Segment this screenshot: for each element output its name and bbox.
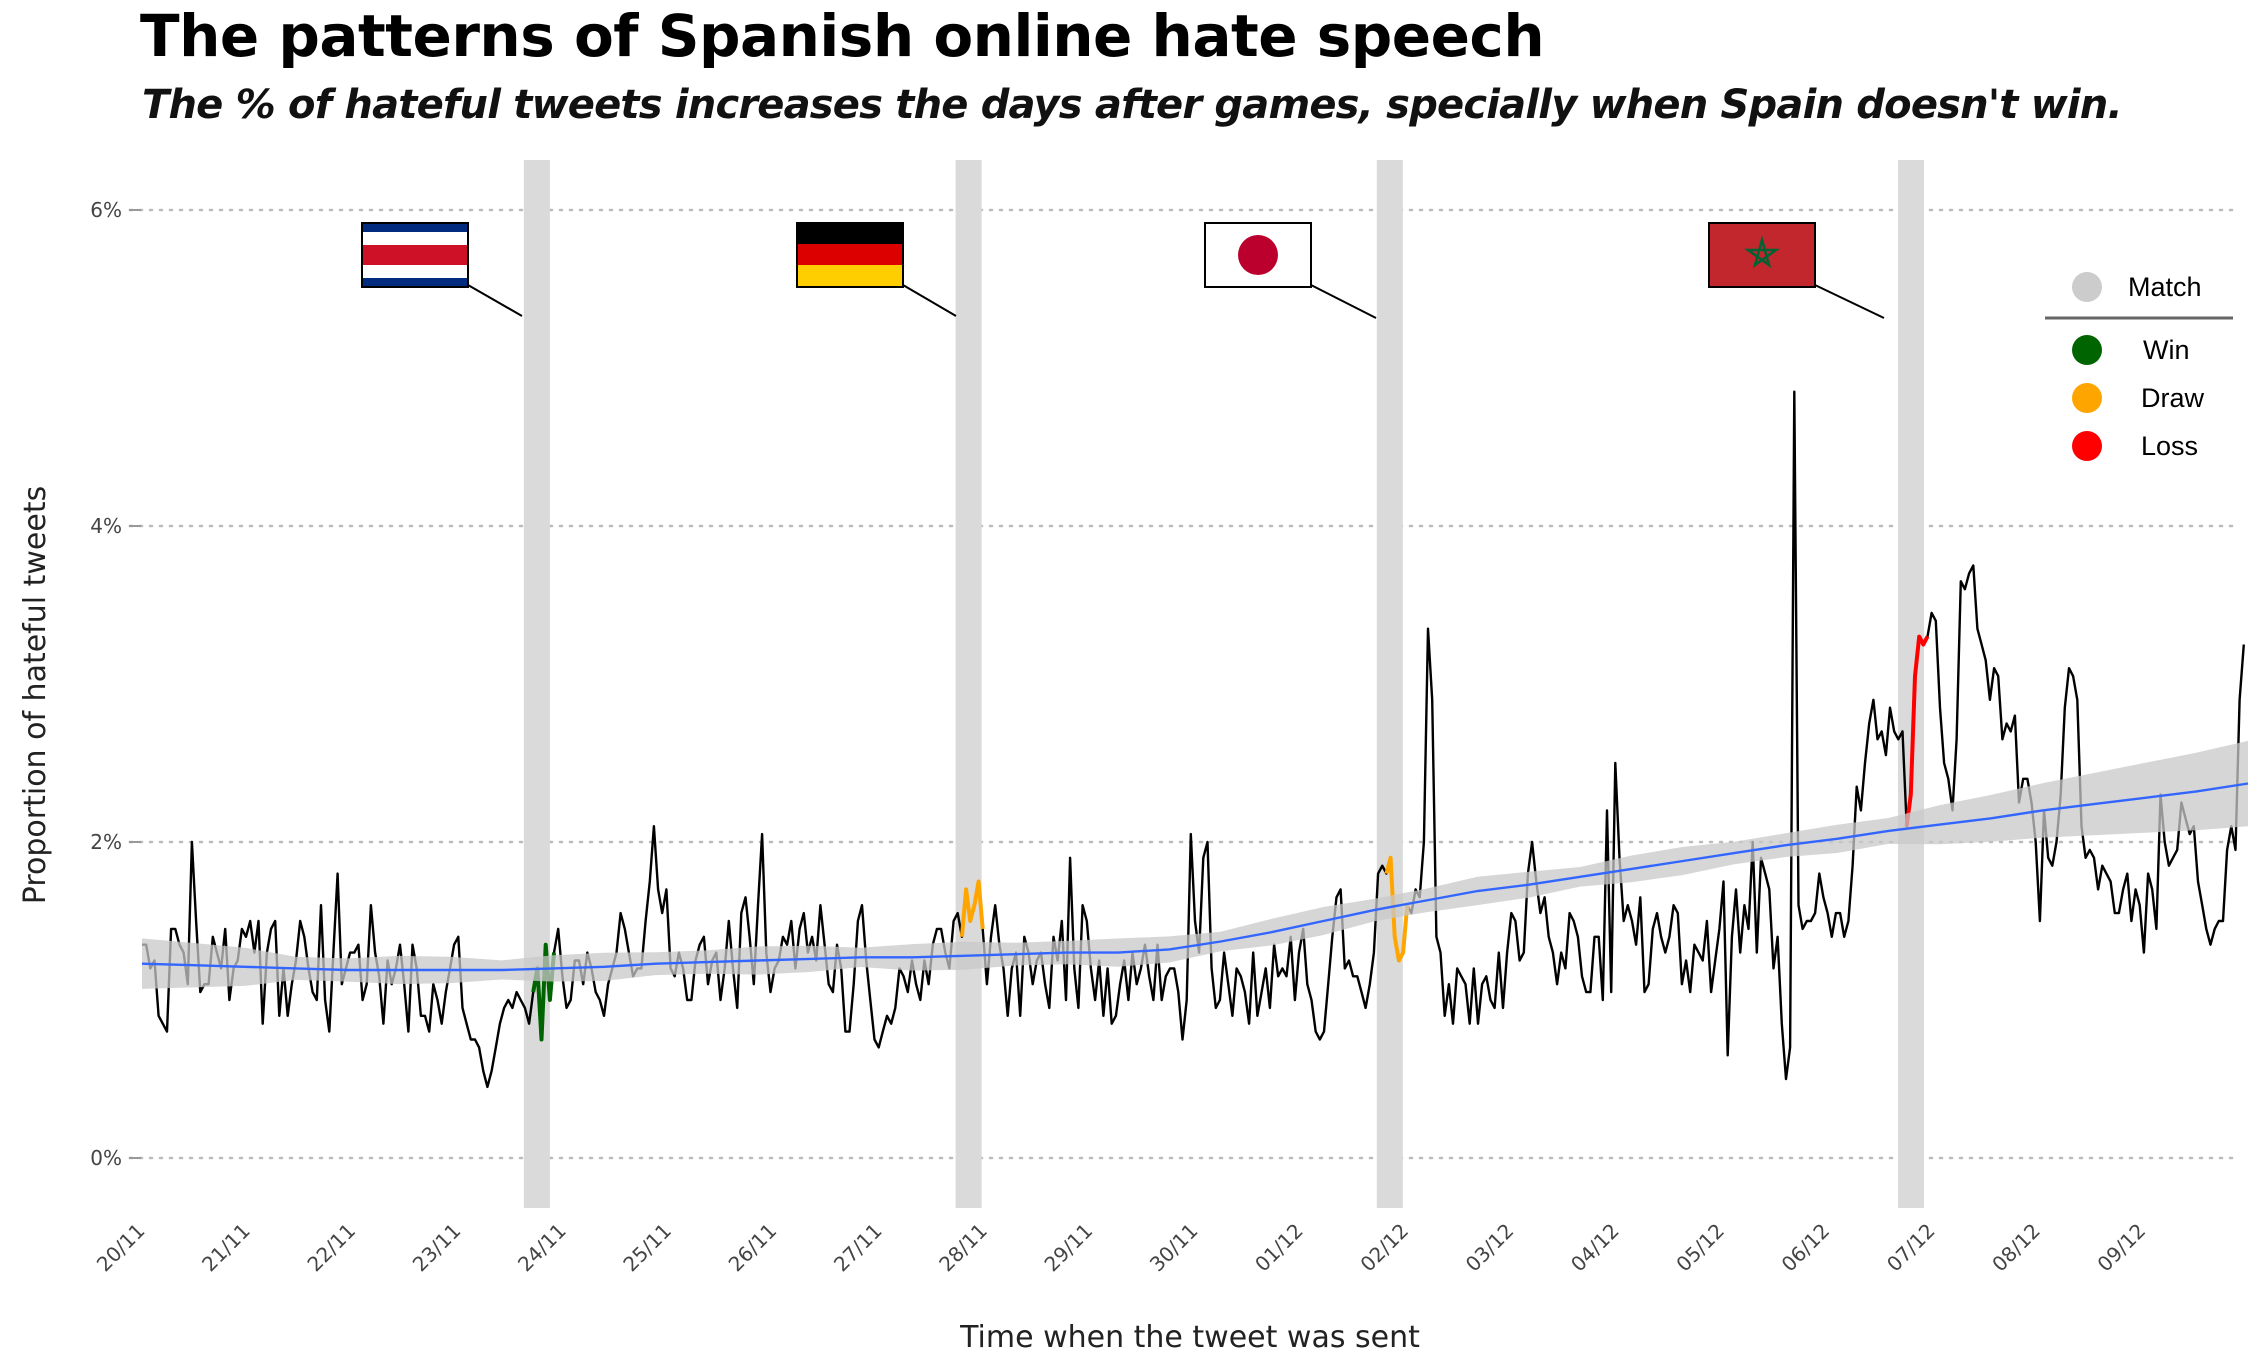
trend-confidence-band [142,740,2248,989]
japan-flag-icon [1204,222,1377,319]
y-tick-label-1: 2% [90,830,122,854]
trend-line [141,782,2249,972]
legend-loss-swatch [2072,431,2102,461]
x-tick-label-1: 21/11 [197,1219,255,1277]
x-tick-label-18: 08/12 [1987,1219,2045,1277]
x-tick-label-10: 30/11 [1145,1219,1203,1277]
chart-subtitle: The % of hateful tweets increases the da… [142,82,2123,128]
match-band-germany [955,160,982,1208]
y-tick-label-0: 0% [90,1146,122,1170]
legend-draw-swatch [2072,383,2102,413]
x-tick-label-6: 26/11 [724,1219,782,1277]
x-tick-label-4: 24/11 [513,1219,571,1277]
x-tick-label-8: 28/11 [934,1219,992,1277]
legend-win-label: Win [2143,335,2190,365]
x-tick-label-2: 22/11 [302,1219,360,1277]
y-tick-label-3: 6% [90,198,122,222]
x-tick-label-11: 01/12 [1250,1219,1308,1277]
x-tick-label-14: 04/12 [1566,1219,1624,1277]
match-flags [361,222,1885,319]
x-tick-label-19: 09/12 [2093,1219,2151,1277]
grid-lines [128,208,2237,1160]
x-tick-label-16: 06/12 [1777,1219,1835,1277]
germany-flag-icon [796,222,957,317]
x-tick-label-12: 02/12 [1355,1219,1413,1277]
x-tick-label-7: 27/11 [829,1219,887,1277]
legend-loss-label: Loss [2141,431,2198,461]
match-band-japan [1376,160,1403,1208]
post-match-segment-draw [959,879,985,937]
axes: 0% 2% 4% 6% 20/11 21/11 22/11 23/11 24/11 25/11 26… [90,198,2150,1276]
match-band-morocco [1898,160,1925,1208]
legend-win-swatch [2072,335,2102,365]
x-axis-title: Time when the tweet was sent [959,1320,1420,1350]
chart-title: The patterns of Spanish online hate spee… [140,2,1545,70]
post-match-segment-loss [1904,634,1930,827]
morocco-flag-icon [1708,222,1885,319]
x-tick-label-15: 05/12 [1671,1219,1729,1277]
legend-draw-label: Draw [2141,383,2205,413]
hate-proportion-line [142,390,2245,1089]
x-tick-label-17: 07/12 [1882,1219,1940,1277]
x-tick-label-13: 03/12 [1461,1219,1519,1277]
y-axis-title: Proportion of hateful tweets [18,486,53,904]
x-tick-label-9: 29/11 [1040,1219,1098,1277]
post-match-segment-draw [1384,855,1410,963]
y-tick-label-2: 4% [90,514,122,538]
match-band-costa-rica [523,160,550,1208]
x-tick-label-0: 20/11 [92,1219,150,1277]
x-tick-label-5: 25/11 [618,1219,676,1277]
legend: Match Win Draw Loss [2045,272,2233,461]
legend-title: Match [2128,272,2202,302]
costa-rica-flag-icon [361,222,523,317]
x-tick-label-3: 23/11 [408,1219,466,1277]
match-bands [523,160,1925,1208]
series-lines [141,390,2249,1089]
legend-match-key [2072,272,2102,302]
